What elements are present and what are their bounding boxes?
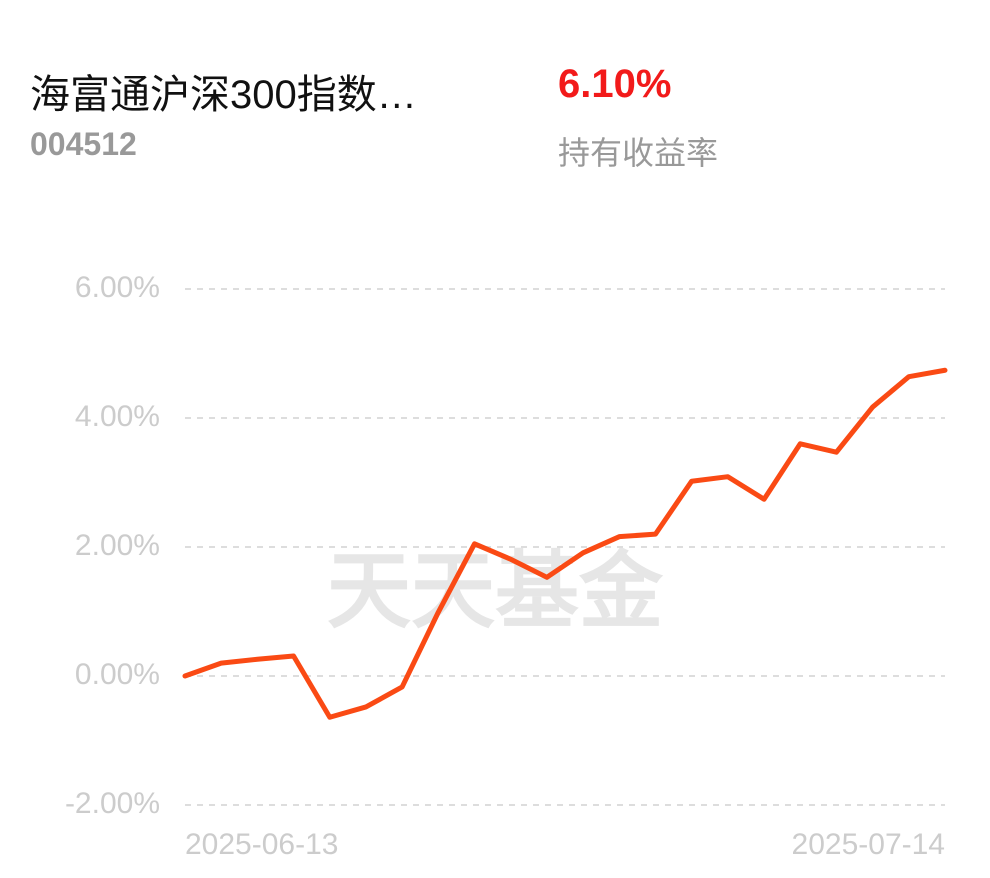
fund-name[interactable]: 海富通沪深300指数… <box>30 73 417 117</box>
y-tick-label: -2.00% <box>65 787 160 820</box>
x-tick-label: 2025-07-14 <box>792 828 945 861</box>
data-line <box>182 367 948 720</box>
y-tick-label: 0.00% <box>75 658 160 691</box>
y-tick-label: 2.00% <box>75 529 160 562</box>
y-tick-label: 6.00% <box>75 271 160 304</box>
x-tick-label: 2025-06-13 <box>185 828 338 861</box>
fund-code: 004512 <box>30 126 137 162</box>
return-label: 持有收益率 <box>558 135 719 171</box>
return-value: 6.10% <box>558 62 672 106</box>
y-tick-label: 4.00% <box>75 400 160 433</box>
watermark: 天天基金 <box>327 541 664 640</box>
